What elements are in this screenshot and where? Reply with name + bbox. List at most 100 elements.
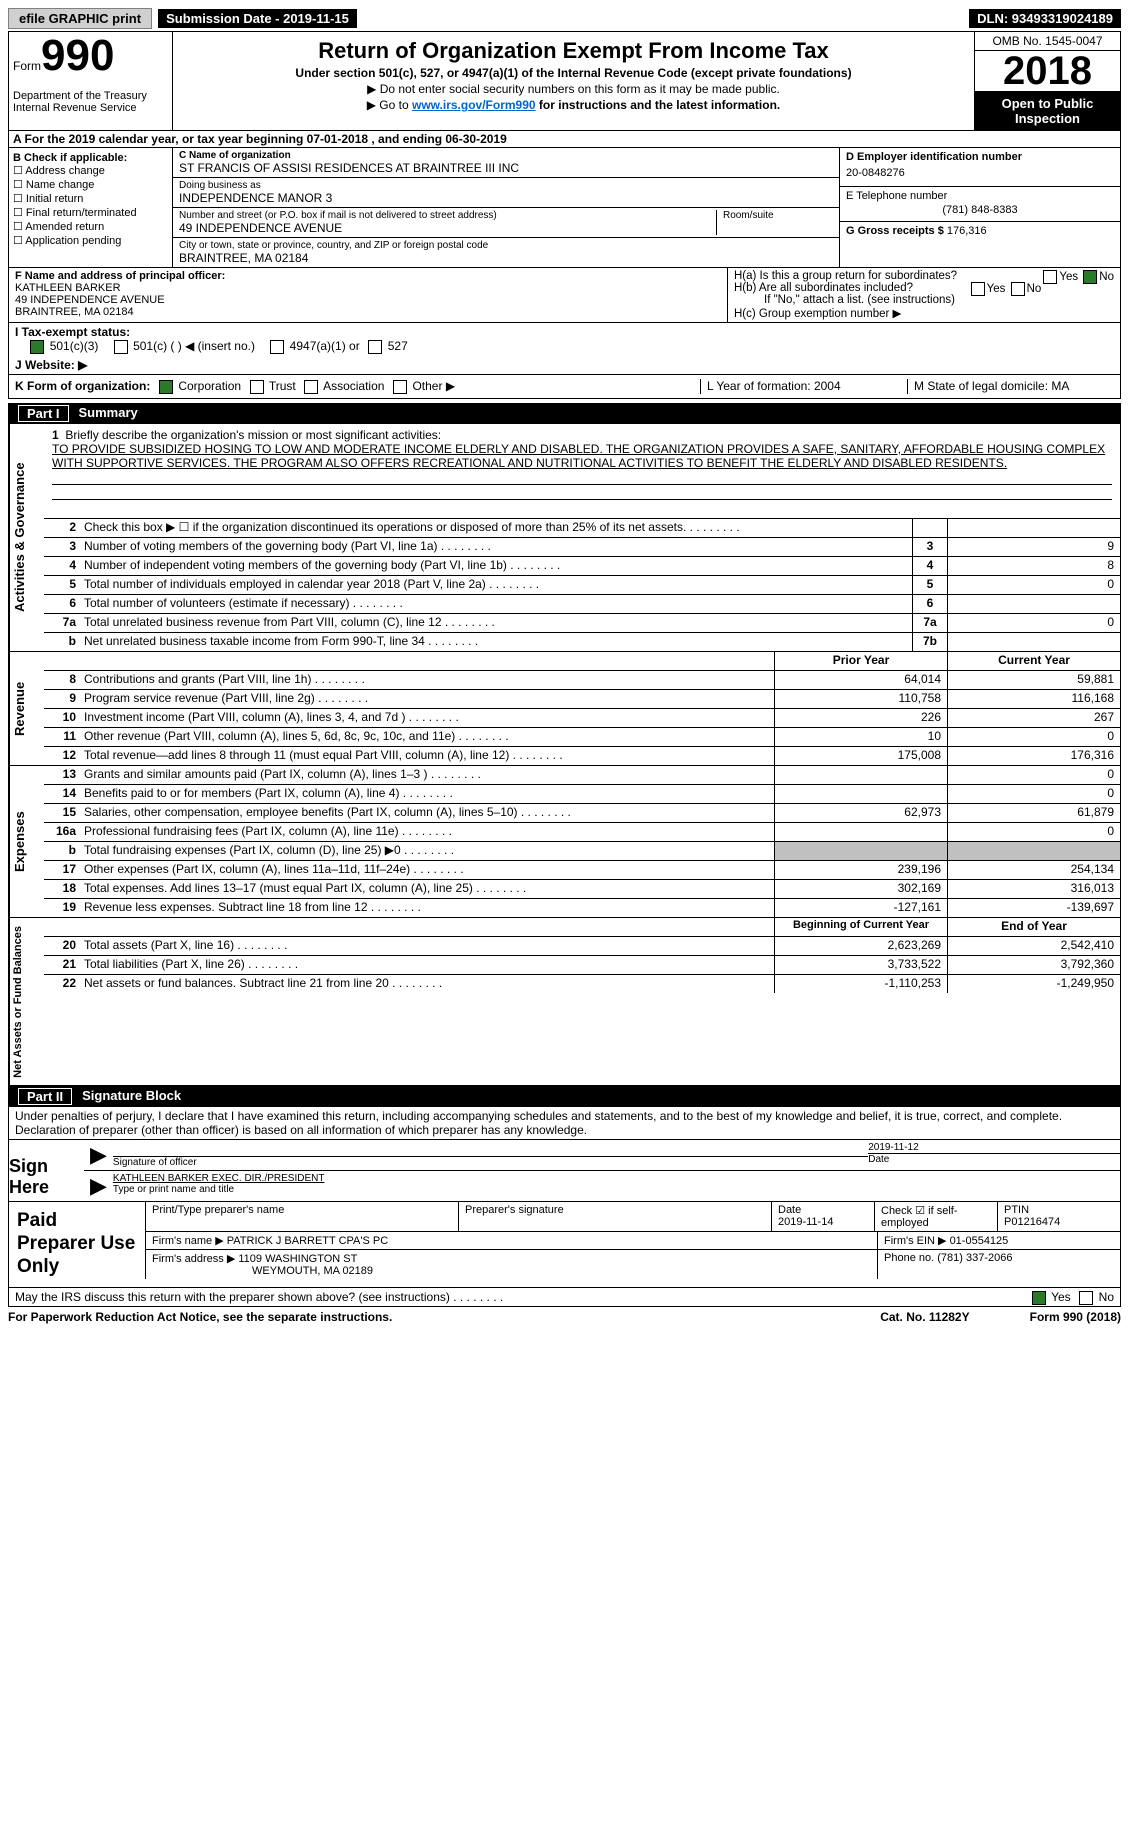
room-label: Room/suite xyxy=(723,210,833,221)
check-initial-return[interactable]: ☐ Initial return xyxy=(13,192,168,205)
form-title: Return of Organization Exempt From Incom… xyxy=(181,38,966,64)
paid-preparer-label: Paid Preparer Use Only xyxy=(9,1202,145,1286)
ptin-val: P01216474 xyxy=(1004,1216,1114,1228)
form-word: Form xyxy=(13,59,41,73)
phone-value: (781) 848-8383 xyxy=(846,202,1114,218)
begin-year-header: Beginning of Current Year xyxy=(774,918,947,936)
city-label: City or town, state or province, country… xyxy=(179,240,833,251)
dln-number: DLN: 93493319024189 xyxy=(969,9,1121,28)
form-header: Form 990 Department of the Treasury Inte… xyxy=(8,31,1121,131)
note2-pre: ▶ Go to xyxy=(367,98,412,112)
prep-sig-header: Preparer's signature xyxy=(458,1202,771,1231)
501c3-checkbox[interactable] xyxy=(30,340,44,354)
name-title-label: Type or print name and title xyxy=(113,1184,234,1195)
hb-note: If "No," attach a list. (see instruction… xyxy=(734,294,1114,306)
m-state: M State of legal domicile: MA xyxy=(907,379,1114,394)
cat-number: Cat. No. 11282Y xyxy=(880,1310,969,1324)
ein-value: 20-0848276 xyxy=(846,163,1114,183)
firm-addr-label: Firm's address ▶ xyxy=(152,1253,235,1265)
org-name: ST FRANCIS OF ASSISI RESIDENCES AT BRAIN… xyxy=(179,161,833,175)
summary-row: 4Number of independent voting members of… xyxy=(44,557,1120,576)
arrow-icon: ▶ xyxy=(84,1173,113,1199)
4947-checkbox[interactable] xyxy=(270,340,284,354)
hb-yes-checkbox[interactable] xyxy=(971,282,985,296)
hb-no-checkbox[interactable] xyxy=(1011,282,1025,296)
line-1-num: 1 xyxy=(52,428,59,442)
street-address: 49 INDEPENDENCE AVENUE xyxy=(179,221,716,235)
i-label: I Tax-exempt status: xyxy=(15,325,130,339)
sig-officer-label: Signature of officer xyxy=(113,1157,197,1168)
ha-no-checkbox[interactable] xyxy=(1083,270,1097,284)
tax-year: 2018 xyxy=(975,51,1120,92)
department-label: Department of the Treasury Internal Reve… xyxy=(13,90,168,114)
firm-ein-label: Firm's EIN ▶ xyxy=(884,1235,947,1247)
firm-phone: (781) 337-2066 xyxy=(937,1252,1012,1264)
summary-row: 12Total revenue—add lines 8 through 11 (… xyxy=(44,747,1120,765)
dba-name: INDEPENDENCE MANOR 3 xyxy=(179,191,833,205)
g-label: G Gross receipts $ xyxy=(846,225,944,237)
k-other-checkbox[interactable] xyxy=(393,380,407,394)
summary-row: 8Contributions and grants (Part VIII, li… xyxy=(44,671,1120,690)
j-website: J Website: ▶ xyxy=(15,358,87,372)
col-b-head: B Check if applicable: xyxy=(13,152,168,164)
discuss-no-checkbox[interactable] xyxy=(1079,1291,1093,1305)
k-corp-checkbox[interactable] xyxy=(159,380,173,394)
vtab-net-assets: Net Assets or Fund Balances xyxy=(9,918,44,1086)
city-state-zip: BRAINTREE, MA 02184 xyxy=(179,251,833,265)
officer-name-title: KATHLEEN BARKER EXEC. DIR./PRESIDENT xyxy=(113,1173,1120,1184)
discuss-yes-checkbox[interactable] xyxy=(1032,1291,1046,1305)
efile-print-button[interactable]: efile GRAPHIC print xyxy=(8,8,152,29)
addr-label: Number and street (or P.O. box if mail i… xyxy=(179,210,716,221)
summary-row: 13Grants and similar amounts paid (Part … xyxy=(44,766,1120,785)
self-employed-check[interactable]: Check ☑ if self-employed xyxy=(874,1202,997,1231)
sign-here-label: Sign Here xyxy=(9,1140,84,1201)
form-footer: Form 990 (2018) xyxy=(1030,1310,1121,1324)
line-a: A For the 2019 calendar year, or tax yea… xyxy=(8,131,1121,148)
form-number: 990 xyxy=(41,36,114,76)
gross-receipts: 176,316 xyxy=(947,225,987,237)
summary-row: bTotal fundraising expenses (Part IX, co… xyxy=(44,842,1120,861)
check-application-pending[interactable]: ☐ Application pending xyxy=(13,234,168,247)
prior-year-header: Prior Year xyxy=(774,652,947,670)
top-bar: efile GRAPHIC print Submission Date - 20… xyxy=(8,8,1121,29)
c-label: C Name of organization xyxy=(179,150,833,161)
summary-row: 6Total number of volunteers (estimate if… xyxy=(44,595,1120,614)
hc-label: H(c) Group exemption number ▶ xyxy=(734,306,1114,320)
check-amended[interactable]: ☐ Amended return xyxy=(13,220,168,233)
summary-row: 17Other expenses (Part IX, column (A), l… xyxy=(44,861,1120,880)
arrow-icon: ▶ xyxy=(84,1142,113,1168)
discuss-text: May the IRS discuss this return with the… xyxy=(15,1290,450,1304)
summary-row: 9Program service revenue (Part VIII, lin… xyxy=(44,690,1120,709)
declaration-text: Under penalties of perjury, I declare th… xyxy=(8,1107,1121,1140)
summary-row: 3Number of voting members of the governi… xyxy=(44,538,1120,557)
summary-row: 14Benefits paid to or for members (Part … xyxy=(44,785,1120,804)
check-name-change[interactable]: ☐ Name change xyxy=(13,178,168,191)
k-trust-checkbox[interactable] xyxy=(250,380,264,394)
firm-address2: WEYMOUTH, MA 02189 xyxy=(152,1265,373,1277)
k-assoc-checkbox[interactable] xyxy=(304,380,318,394)
summary-row: 15Salaries, other compensation, employee… xyxy=(44,804,1120,823)
summary-row: 7aTotal unrelated business revenue from … xyxy=(44,614,1120,633)
summary-row: 10Investment income (Part VIII, column (… xyxy=(44,709,1120,728)
d-label: D Employer identification number xyxy=(846,151,1114,163)
form-subtitle: Under section 501(c), 527, or 4947(a)(1)… xyxy=(181,66,966,80)
vtab-expenses: Expenses xyxy=(9,766,44,917)
firm-name-label: Firm's name ▶ xyxy=(152,1235,224,1247)
summary-row: 16aProfessional fundraising fees (Part I… xyxy=(44,823,1120,842)
open-to-public: Open to Public Inspection xyxy=(975,92,1120,130)
summary-row: 22Net assets or fund balances. Subtract … xyxy=(44,975,1120,993)
l-year: L Year of formation: 2004 xyxy=(700,379,907,394)
check-address-change[interactable]: ☐ Address change xyxy=(13,164,168,177)
part-1-header: Part I Summary xyxy=(8,403,1121,424)
summary-row: 11Other revenue (Part VIII, column (A), … xyxy=(44,728,1120,747)
sig-date-label: Date xyxy=(868,1154,889,1165)
501c-checkbox[interactable] xyxy=(114,340,128,354)
officer-addr2: BRAINTREE, MA 02184 xyxy=(15,306,721,318)
527-checkbox[interactable] xyxy=(368,340,382,354)
firm-name: PATRICK J BARRETT CPA'S PC xyxy=(227,1235,388,1247)
ha-label: H(a) Is this a group return for subordin… xyxy=(734,270,957,282)
part-2-header: Part II Signature Block xyxy=(8,1086,1121,1107)
irs-link[interactable]: www.irs.gov/Form990 xyxy=(412,98,536,112)
check-final-return[interactable]: ☐ Final return/terminated xyxy=(13,206,168,219)
ha-yes-checkbox[interactable] xyxy=(1043,270,1057,284)
